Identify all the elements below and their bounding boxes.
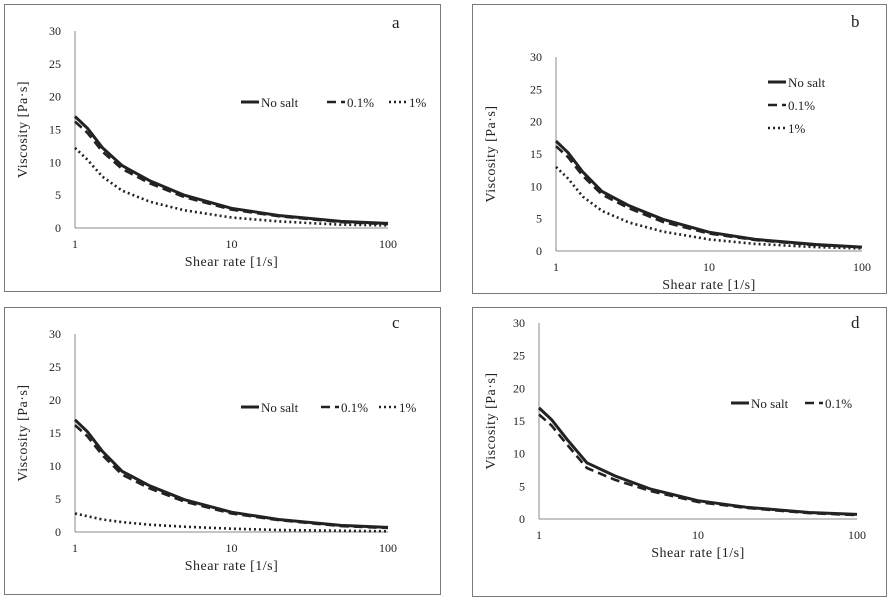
- y-tick-label: 30: [530, 50, 542, 64]
- legend-label: No salt: [788, 75, 826, 90]
- y-tick-label: 25: [530, 82, 542, 96]
- y-tick-label: 15: [513, 414, 525, 428]
- legend-label: No salt: [261, 400, 299, 415]
- y-tick-label: 10: [530, 179, 542, 193]
- x-axis-title: Shear rate [1/s]: [185, 559, 279, 574]
- series-line-dashed: [74, 424, 389, 530]
- x-tick-label: 10: [692, 528, 704, 542]
- y-tick-label: 10: [49, 459, 61, 473]
- chart-a: 0 5 10 15 20 25 30 1 10 100 Shear rate [1/s] Viscos…: [16, 13, 427, 270]
- series-line-solid: [554, 140, 863, 249]
- series-line-dashed: [74, 120, 389, 226]
- x-axis-title: Shear rate [1/s]: [662, 278, 756, 293]
- series-line-dashed: [538, 413, 858, 517]
- chart-panel-d: 0 5 10 15 20 25 30 1 10 100 Shear rate [1/s] Viscos…: [472, 307, 887, 597]
- y-tick-label: 30: [49, 24, 61, 38]
- x-tick-label: 100: [379, 237, 397, 251]
- legend-label: No salt: [751, 396, 789, 411]
- x-tick-label: 1: [72, 237, 78, 251]
- panel-label: c: [392, 313, 400, 332]
- y-tick-label: 5: [536, 212, 542, 226]
- chart-panel-b: 0 5 10 15 20 25 30 1 10 100 Shear rate [1/s] Viscos…: [472, 4, 887, 294]
- y-tick-label: 10: [513, 447, 525, 461]
- x-tick-label: 1: [72, 541, 78, 555]
- y-tick-label: 25: [49, 360, 61, 374]
- legend-label: No salt: [261, 95, 299, 110]
- series-line-dotted: [74, 146, 389, 227]
- legend-label: 1%: [399, 400, 417, 415]
- y-tick-label: 20: [530, 115, 542, 129]
- series-line-dotted: [555, 165, 863, 250]
- y-axis-title: Viscosity [Pa·s]: [16, 385, 31, 482]
- legend-label: 1%: [788, 121, 806, 136]
- series-line-solid: [73, 418, 389, 529]
- x-axis-title: Shear rate [1/s]: [185, 255, 279, 270]
- legend-label: 0.1%: [788, 98, 815, 113]
- y-tick-label: 25: [513, 349, 525, 363]
- series-line-dotted: [74, 512, 389, 533]
- y-tick-label: 20: [49, 393, 61, 407]
- x-tick-label: 1: [536, 528, 542, 542]
- x-tick-label: 10: [226, 237, 238, 251]
- y-tick-label: 15: [530, 147, 542, 161]
- y-tick-label: 10: [49, 155, 61, 169]
- chart-c: 0 5 10 15 20 25 30 1 10 100 Shear rate [1/s] Viscos…: [16, 313, 417, 574]
- chart-b: 0 5 10 15 20 25 30 1 10 100 Shear rate [1/s] Viscos…: [484, 12, 871, 293]
- y-tick-label: 5: [55, 492, 61, 506]
- series-line-solid: [73, 115, 389, 225]
- chart-panel-a: 0 5 10 15 20 25 30 1 10 100 Shear rate [1/s] Viscos…: [4, 4, 441, 292]
- x-tick-label: 100: [848, 528, 866, 542]
- y-tick-label: 0: [55, 525, 61, 539]
- x-tick-label: 1: [553, 260, 559, 274]
- series-line-dashed: [555, 145, 863, 249]
- panel-label: b: [851, 12, 860, 31]
- y-tick-label: 25: [49, 57, 61, 71]
- y-tick-label: 5: [55, 188, 61, 202]
- x-tick-label: 10: [226, 541, 238, 555]
- y-tick-label: 20: [513, 381, 525, 395]
- y-tick-label: 30: [513, 316, 525, 330]
- legend-label: 0.1%: [341, 400, 368, 415]
- legend-label: 0.1%: [347, 95, 374, 110]
- x-axis-title: Shear rate [1/s]: [651, 546, 745, 561]
- y-tick-label: 0: [519, 512, 525, 526]
- y-axis-title: Viscosity [Pa·s]: [484, 373, 499, 470]
- y-tick-label: 20: [49, 90, 61, 104]
- y-tick-label: 30: [49, 327, 61, 341]
- x-tick-label: 10: [703, 260, 715, 274]
- x-tick-label: 100: [853, 260, 871, 274]
- chart-panel-c: 0 5 10 15 20 25 30 1 10 100 Shear rate [1/s] Viscos…: [4, 307, 441, 595]
- panel-label: a: [392, 13, 400, 32]
- x-tick-label: 100: [379, 541, 397, 555]
- y-tick-label: 5: [519, 479, 525, 493]
- y-tick-label: 15: [49, 426, 61, 440]
- y-tick-label: 15: [49, 123, 61, 137]
- y-axis-title: Viscosity [Pa·s]: [16, 81, 31, 178]
- panel-label: d: [851, 313, 860, 332]
- series-line-solid: [537, 406, 858, 516]
- y-tick-label: 0: [55, 221, 61, 235]
- y-tick-label: 0: [536, 244, 542, 258]
- y-axis-title: Viscosity [Pa·s]: [484, 106, 499, 203]
- chart-d: 0 5 10 15 20 25 30 1 10 100 Shear rate [1/s] Viscos…: [484, 313, 866, 561]
- legend-label: 1%: [409, 95, 427, 110]
- legend-label: 0.1%: [825, 396, 852, 411]
